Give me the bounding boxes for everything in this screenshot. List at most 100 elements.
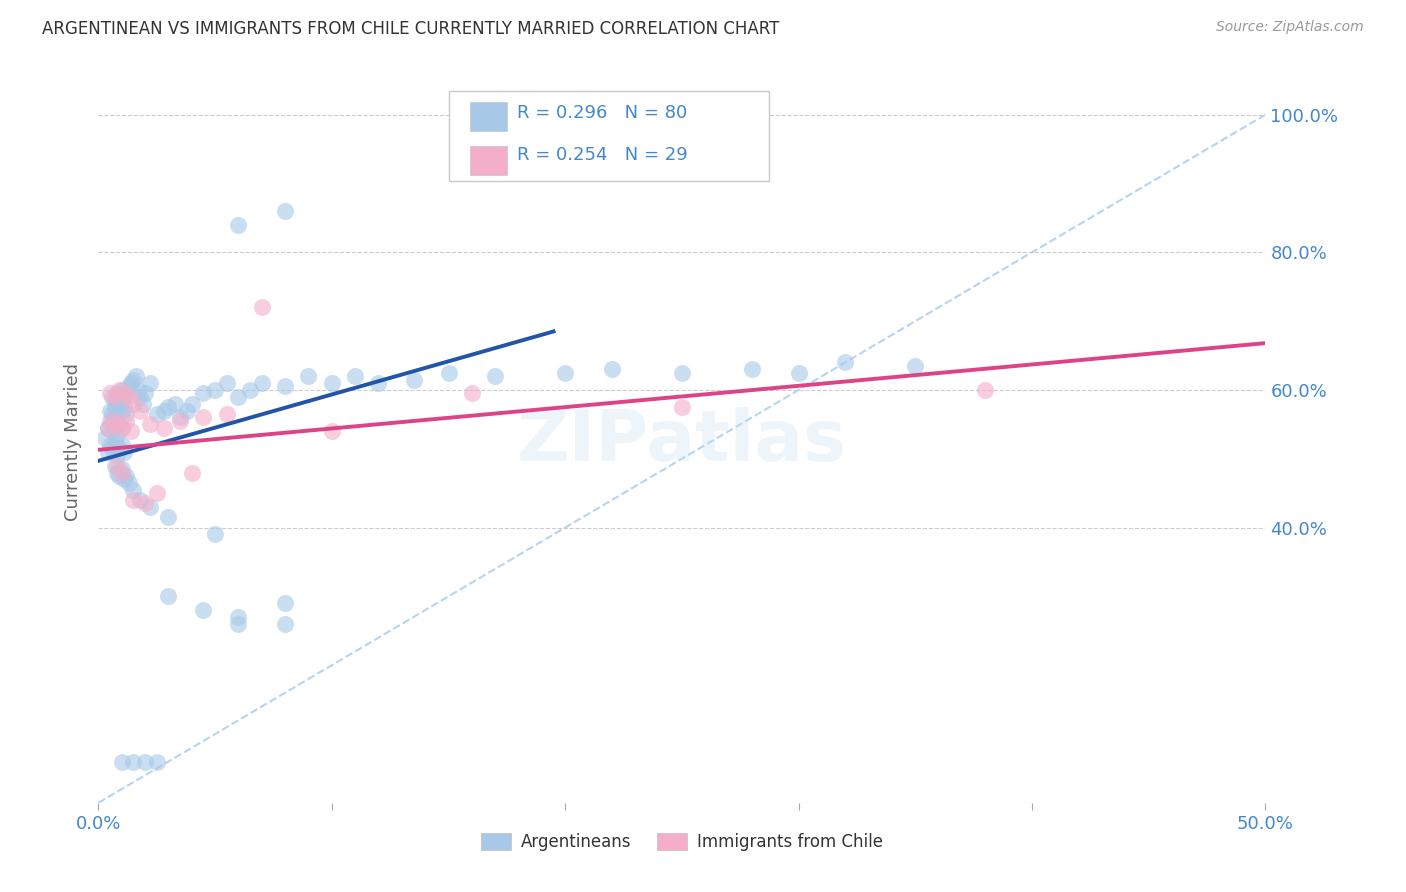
- Point: [157, 590, 180, 604]
- Point: [169, 410, 191, 425]
- Point: [834, 355, 856, 369]
- Point: [274, 616, 297, 631]
- Point: [239, 383, 262, 397]
- Point: [274, 379, 297, 393]
- Point: [461, 386, 484, 401]
- Point: [193, 386, 215, 401]
- Point: [104, 434, 127, 449]
- Point: [176, 403, 198, 417]
- Point: [101, 424, 124, 438]
- Point: [152, 421, 174, 435]
- Point: [111, 462, 134, 476]
- Point: [146, 407, 169, 421]
- Point: [111, 466, 134, 480]
- Point: [101, 442, 124, 456]
- FancyBboxPatch shape: [470, 146, 508, 175]
- Point: [111, 403, 134, 417]
- Point: [98, 414, 121, 428]
- Point: [108, 469, 131, 483]
- Point: [193, 603, 215, 617]
- Point: [169, 414, 191, 428]
- Point: [104, 458, 127, 473]
- Point: [115, 469, 138, 483]
- Point: [97, 421, 120, 435]
- Point: [118, 475, 141, 490]
- Point: [228, 616, 250, 631]
- Point: [974, 383, 997, 397]
- Point: [105, 417, 128, 432]
- Point: [146, 486, 169, 500]
- Point: [112, 445, 135, 459]
- Point: [157, 510, 180, 524]
- Point: [600, 362, 623, 376]
- Point: [111, 383, 134, 397]
- Point: [127, 383, 149, 397]
- Point: [108, 397, 131, 411]
- Point: [120, 424, 142, 438]
- Point: [97, 421, 120, 435]
- Point: [228, 610, 250, 624]
- Point: [139, 376, 162, 390]
- Point: [215, 376, 238, 390]
- Point: [180, 466, 202, 480]
- Point: [98, 438, 121, 452]
- Text: ZIPatlas: ZIPatlas: [517, 407, 846, 476]
- Point: [228, 390, 250, 404]
- Point: [97, 445, 120, 459]
- Point: [139, 500, 162, 514]
- Point: [118, 390, 141, 404]
- Point: [108, 417, 131, 432]
- Text: ARGENTINEAN VS IMMIGRANTS FROM CHILE CURRENTLY MARRIED CORRELATION CHART: ARGENTINEAN VS IMMIGRANTS FROM CHILE CUR…: [42, 20, 779, 37]
- Point: [274, 204, 297, 219]
- Point: [105, 386, 128, 401]
- Point: [112, 386, 135, 401]
- Point: [111, 755, 134, 769]
- Point: [122, 373, 145, 387]
- Point: [111, 421, 134, 435]
- Point: [105, 466, 128, 480]
- FancyBboxPatch shape: [449, 91, 769, 181]
- Point: [180, 397, 202, 411]
- Point: [115, 414, 138, 428]
- Point: [204, 383, 226, 397]
- Point: [129, 390, 152, 404]
- Point: [344, 369, 367, 384]
- Point: [104, 400, 127, 414]
- Point: [157, 400, 180, 414]
- Point: [129, 493, 152, 508]
- Point: [98, 386, 121, 401]
- Point: [125, 369, 148, 384]
- Point: [101, 407, 124, 421]
- Point: [112, 390, 135, 404]
- Text: R = 0.296   N = 80: R = 0.296 N = 80: [517, 104, 688, 122]
- Point: [105, 410, 128, 425]
- Point: [105, 448, 128, 462]
- Point: [112, 472, 135, 486]
- Point: [122, 493, 145, 508]
- Point: [250, 376, 273, 390]
- Point: [554, 366, 576, 380]
- Point: [193, 410, 215, 425]
- Point: [101, 414, 124, 428]
- Point: [104, 410, 127, 425]
- Text: Source: ZipAtlas.com: Source: ZipAtlas.com: [1216, 20, 1364, 34]
- Point: [250, 301, 273, 315]
- Point: [741, 362, 763, 376]
- Point: [122, 755, 145, 769]
- Point: [104, 390, 127, 404]
- Point: [115, 386, 138, 401]
- Point: [118, 379, 141, 393]
- Point: [98, 403, 121, 417]
- Point: [94, 431, 117, 445]
- Point: [111, 438, 134, 452]
- Point: [101, 390, 124, 404]
- Point: [134, 755, 156, 769]
- Point: [671, 366, 693, 380]
- Point: [108, 442, 131, 456]
- Point: [129, 403, 152, 417]
- Point: [111, 421, 134, 435]
- Point: [139, 417, 162, 432]
- Point: [104, 393, 127, 408]
- FancyBboxPatch shape: [470, 102, 508, 130]
- Point: [204, 527, 226, 541]
